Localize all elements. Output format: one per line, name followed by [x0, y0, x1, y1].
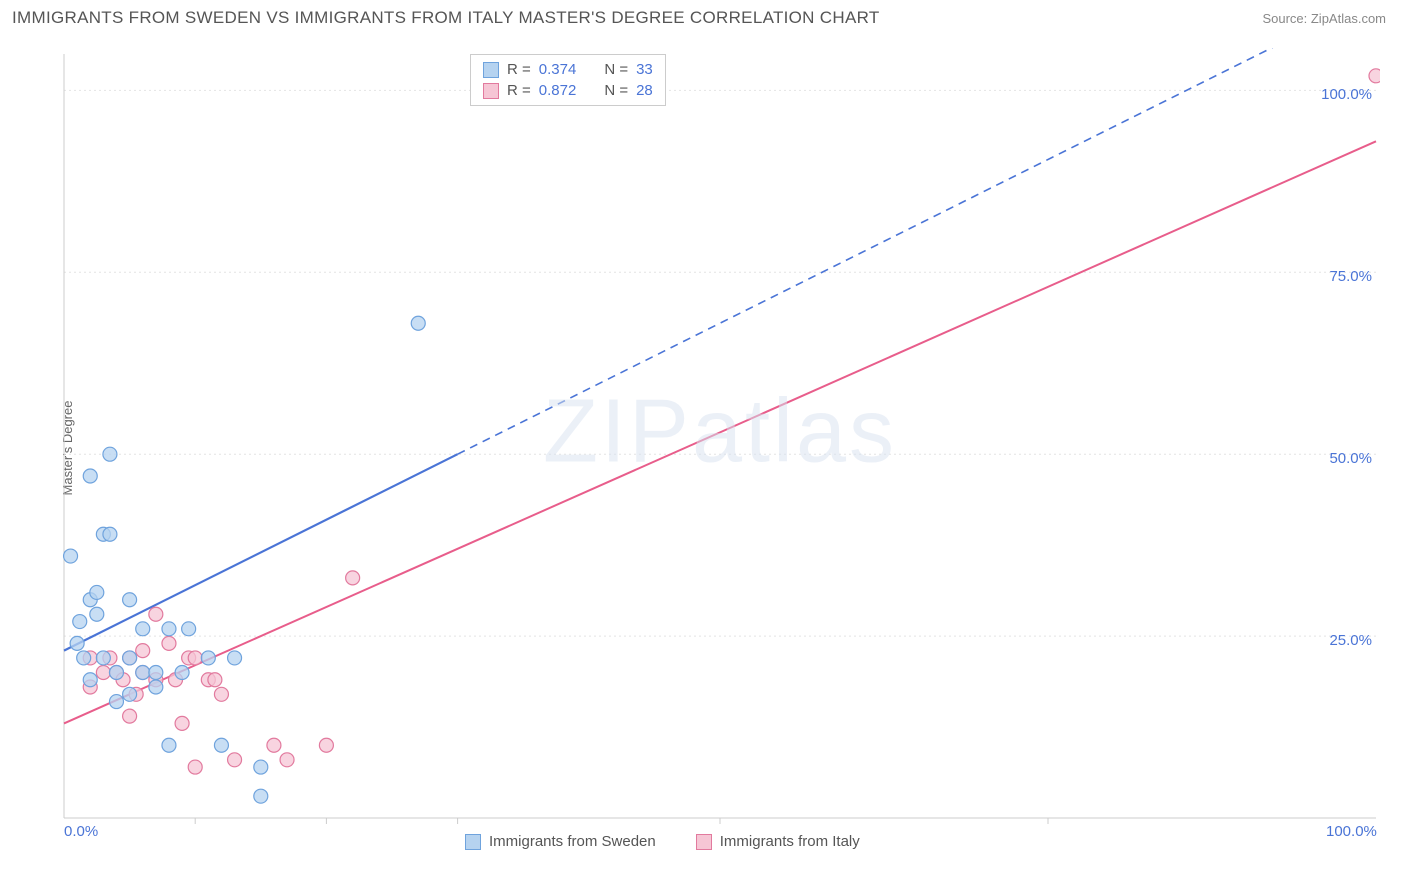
- legend-item-italy: Immigrants from Italy: [696, 833, 860, 850]
- legend-item-sweden: Immigrants from Sweden: [465, 833, 656, 850]
- n-value-sweden: 33: [636, 61, 653, 78]
- swatch-sweden: [483, 62, 499, 78]
- n-value-italy: 28: [636, 82, 653, 99]
- x-tick-label: 100.0%: [1326, 823, 1377, 840]
- chart-container: Master's Degree ZIPatlas R = 0.374 N = 3…: [50, 48, 1386, 848]
- y-tick-label: 75.0%: [1329, 268, 1372, 285]
- x-tick-label: 0.0%: [64, 823, 98, 840]
- legend-label-sweden: Immigrants from Sweden: [489, 833, 656, 850]
- chart-title: IMMIGRANTS FROM SWEDEN VS IMMIGRANTS FRO…: [12, 8, 880, 28]
- swatch-italy: [483, 83, 499, 99]
- y-tick-label: 100.0%: [1321, 86, 1372, 103]
- stat-legend: R = 0.374 N = 33 R = 0.872 N = 28: [470, 54, 666, 106]
- legend-swatch-sweden: [465, 834, 481, 850]
- y-tick-label: 50.0%: [1329, 450, 1372, 467]
- y-tick-label: 25.0%: [1329, 632, 1372, 649]
- plot-area: ZIPatlas R = 0.374 N = 33 R = 0.872 N = …: [60, 48, 1380, 848]
- source-attribution: Source: ZipAtlas.com: [1262, 11, 1386, 26]
- n-label: N =: [604, 61, 628, 78]
- series-legend: Immigrants from Sweden Immigrants from I…: [465, 833, 860, 850]
- r-label: R =: [507, 82, 531, 99]
- stat-row-italy: R = 0.872 N = 28: [483, 80, 653, 101]
- r-label: R =: [507, 61, 531, 78]
- r-value-sweden: 0.374: [539, 61, 577, 78]
- scatter-plot-svg: [60, 48, 1380, 848]
- legend-swatch-italy: [696, 834, 712, 850]
- n-label: N =: [604, 82, 628, 99]
- r-value-italy: 0.872: [539, 82, 577, 99]
- stat-row-sweden: R = 0.374 N = 33: [483, 59, 653, 80]
- legend-label-italy: Immigrants from Italy: [720, 833, 860, 850]
